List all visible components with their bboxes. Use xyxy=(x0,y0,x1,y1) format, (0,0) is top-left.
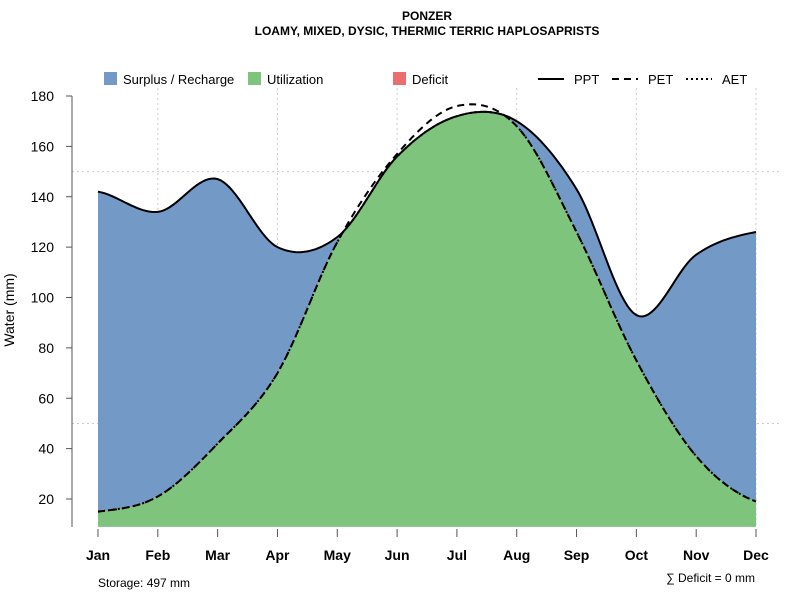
legend-label: AET xyxy=(722,72,747,87)
legend-label: Utilization xyxy=(267,72,323,87)
y-tick-label: 100 xyxy=(31,290,55,306)
x-tick-label: Jun xyxy=(385,547,410,563)
legend-label: Surplus / Recharge xyxy=(123,72,234,87)
axes: 20 40 60 80 100 120 140 160 180 Jan Feb Mar Apr May Ju… xyxy=(31,88,769,563)
x-tick-label: Sep xyxy=(564,547,590,563)
legend-label: PPT xyxy=(574,72,599,87)
y-tick-label: 140 xyxy=(31,189,55,205)
y-tick-label: 160 xyxy=(31,138,55,154)
y-tick-label: 40 xyxy=(38,441,54,457)
x-tick-label: Dec xyxy=(743,547,769,563)
ppt-line xyxy=(97,110,757,318)
x-tick-label: Feb xyxy=(145,547,170,563)
x-tick-label: Nov xyxy=(683,547,710,563)
x-tick-label: May xyxy=(324,547,351,563)
y-tick-label: 20 xyxy=(38,491,54,507)
x-tick-label: Aug xyxy=(503,547,530,563)
y-tick-label: 180 xyxy=(31,88,55,104)
x-tick-label: Jul xyxy=(447,547,467,563)
y-axis-label: Water (mm) xyxy=(1,273,17,346)
y-tick-label: 120 xyxy=(31,239,55,255)
utilization-area xyxy=(98,111,756,527)
legend-label: PET xyxy=(648,72,673,87)
pet-line xyxy=(97,103,757,513)
legend-swatch xyxy=(393,72,406,85)
storage-annotation: Storage: 497 mm xyxy=(98,576,190,590)
legend: Surplus / Recharge Utilization Deficit PPT P… xyxy=(104,72,747,87)
x-tick-label: Apr xyxy=(265,547,290,563)
legend-swatch xyxy=(104,72,117,85)
legend-swatch xyxy=(248,72,261,85)
lines xyxy=(97,103,757,513)
x-tick-label: Oct xyxy=(625,547,649,563)
y-tick-label: 80 xyxy=(38,340,54,356)
x-tick-label: Jan xyxy=(86,547,110,563)
chart-title: PONZER xyxy=(402,9,452,23)
areas xyxy=(98,111,756,527)
y-tick-label: 60 xyxy=(38,390,54,406)
x-tick-label: Mar xyxy=(205,547,230,563)
chart-subtitle: LOAMY, MIXED, DYSIC, THERMIC TERRIC HAPL… xyxy=(255,24,600,38)
legend-label: Deficit xyxy=(412,72,449,87)
deficit-annotation: ∑ Deficit = 0 mm xyxy=(666,571,755,585)
